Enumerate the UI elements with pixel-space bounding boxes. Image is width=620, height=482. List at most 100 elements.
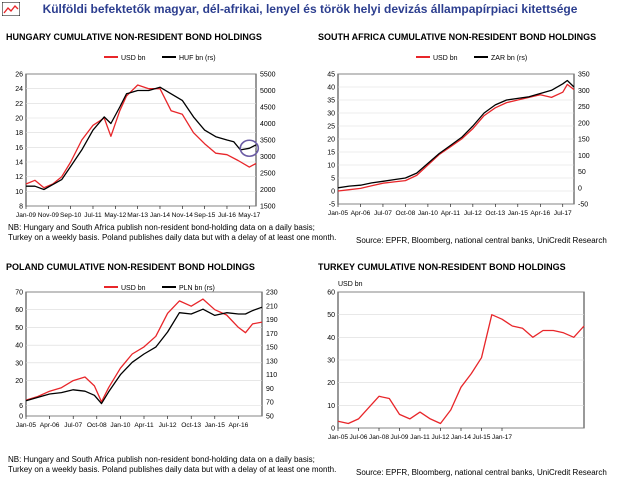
south-africa-series-usd-line [337, 83, 575, 192]
turkey-x-tick-label: Jan-11 [410, 434, 430, 441]
turkey-x-tick-label: Jul-06 [350, 434, 368, 441]
hungary-x-tick-label: Jan-09 [16, 212, 36, 219]
source-bottom: Source: EPFR, Bloomberg, national centra… [356, 468, 607, 477]
south-africa-y2-tick-label: 50 [578, 169, 586, 176]
south-africa-x-tick-label: Jul-07 [374, 210, 392, 217]
poland-chart-title: POLAND CUMULATIVE NON-RESIDENT BOND HOLD… [6, 262, 255, 272]
turkey-series-usd-line [337, 314, 585, 425]
hungary-x-tick-label: Jul-11 [84, 212, 102, 219]
hungary-x-tick-label: May-17 [238, 212, 260, 219]
hungary-plot-frame [25, 73, 257, 207]
poland-y2-tick-label: 90 [266, 386, 274, 393]
hungary-y-tick-label: 18 [15, 130, 23, 137]
poland-y2-tick-label: 190 [266, 317, 278, 324]
south-africa-y-tick-label: 45 [327, 72, 335, 79]
south-africa-x-tick-label: Jan-05 [328, 210, 348, 217]
poland-x-tick-label: Apr-06 [40, 422, 60, 429]
turkey-x-tick-label: Jul-12 [432, 434, 450, 441]
poland-y2-tick-label: 170 [266, 331, 278, 338]
hungary-y2-tick-label: 4500 [260, 105, 276, 112]
poland-x-tick-label: Apr-11 [134, 422, 154, 429]
south-africa-chart: SOUTH AFRICA CUMULATIVE NON-RESIDENT BON… [318, 32, 596, 217]
poland-x-tick-label: Apr-16 [229, 422, 249, 429]
hungary-legend-label: HUF bn (rs) [179, 55, 216, 62]
south-africa-y2-tick-label: 200 [578, 120, 590, 127]
south-africa-x-tick-label: Jan-15 [508, 210, 528, 217]
footnote-top-line-1: NB: Hungary and South Africa publish non… [8, 223, 315, 232]
hungary-x-tick-label: Nov-09 [38, 212, 60, 219]
poland-y-tick-label: 30 [15, 360, 23, 367]
hungary-y-tick-label: 26 [15, 72, 23, 79]
hungary-legend-label: USD bn [121, 55, 146, 62]
turkey-y-tick-label: 10 [327, 403, 335, 410]
south-africa-x-tick-label: Apr-16 [530, 210, 550, 217]
hungary-y2-tick-label: 2500 [260, 171, 276, 178]
hungary-y2-tick-label: 2000 [260, 187, 276, 194]
poland-chart: POLAND CUMULATIVE NON-RESIDENT BOND HOLD… [6, 262, 278, 429]
poland-y2-tick-label: 50 [266, 414, 274, 421]
turkey-x-tick-label: Jan-14 [451, 434, 471, 441]
south-africa-y2-tick-label: 100 [578, 153, 590, 160]
poland-y-tick-label: 0 [19, 414, 23, 421]
poland-y2-tick-label: 150 [266, 345, 278, 352]
turkey-y-unit-label: USD bn [338, 281, 363, 288]
footnote-top-line-2: Turkey on a weekly basis. Poland publish… [8, 233, 337, 242]
poland-y2-tick-label: 70 [266, 400, 274, 407]
hungary-x-tick-label: Sep-15 [194, 212, 216, 219]
poland-x-tick-label: Oct-13 [181, 422, 201, 429]
poland-y-tick-label: 70 [15, 290, 23, 297]
south-africa-legend-label: ZAR bn (rs) [491, 55, 527, 62]
hungary-chart-title: HUNGARY CUMULATIVE NON-RESIDENT BOND HOL… [6, 32, 262, 42]
south-africa-x-tick-label: Oct-08 [396, 210, 416, 217]
hungary-series-usd-line [25, 84, 257, 189]
turkey-y-tick-label: 60 [327, 290, 335, 297]
south-africa-series-local-line [337, 79, 575, 189]
south-africa-y2-tick-label: 0 [578, 185, 582, 192]
turkey-x-tick-label: Jul-15 [473, 434, 491, 441]
hungary-y2-tick-label: 5500 [260, 72, 276, 79]
hungary-x-tick-label: Jul-16 [218, 212, 236, 219]
turkey-y-tick-label: 0 [331, 426, 335, 433]
poland-series-local-line [25, 306, 263, 405]
south-africa-y-tick-label: 40 [327, 85, 335, 92]
south-africa-x-tick-label: Apr-11 [441, 210, 461, 217]
poland-y-tick-label: 6 [19, 403, 23, 410]
hungary-y-tick-label: 14 [15, 160, 23, 167]
hungary-chart: HUNGARY CUMULATIVE NON-RESIDENT BOND HOL… [6, 32, 276, 219]
south-africa-y-tick-label: 30 [327, 111, 335, 118]
south-africa-y2-tick-label: 250 [578, 104, 590, 111]
south-africa-x-tick-label: Oct-13 [485, 210, 505, 217]
page-title: Külföldi befektetők magyar, dél-afrikai,… [42, 2, 578, 16]
footnote-bottom-line-2: Turkey on a weekly basis. Poland publish… [8, 465, 337, 474]
turkey-y-tick-label: 20 [327, 380, 335, 387]
hungary-y-tick-label: 12 [15, 174, 23, 181]
footnote-bottom-line-1: NB: Hungary and South Africa publish non… [8, 455, 315, 464]
turkey-y-tick-label: 50 [327, 312, 335, 319]
turkey-chart-title: TURKEY CUMULATIVE NON-RESIDENT BOND HOLD… [318, 262, 566, 272]
poland-y2-tick-label: 210 [266, 303, 278, 310]
south-africa-y-tick-label: 15 [327, 150, 335, 157]
hungary-y2-tick-label: 5000 [260, 88, 276, 95]
hungary-x-tick-label: May-12 [104, 212, 126, 219]
turkey-y-tick-label: 40 [327, 335, 335, 342]
turkey-x-tick-label: Jan-17 [492, 434, 512, 441]
unicredit-logo-icon [2, 2, 20, 16]
south-africa-x-tick-label: Apr-06 [351, 210, 371, 217]
turkey-x-tick-label: Jan-05 [328, 434, 348, 441]
hungary-y2-tick-label: 3500 [260, 138, 276, 145]
poland-y2-tick-label: 230 [266, 290, 278, 297]
poland-x-tick-label: Oct-08 [87, 422, 107, 429]
poland-y2-tick-label: 110 [266, 372, 277, 379]
hungary-x-tick-label: Mar-13 [127, 212, 148, 219]
south-africa-y2-tick-label: 300 [578, 88, 590, 95]
south-africa-x-tick-label: Jul-17 [554, 210, 572, 217]
hungary-x-tick-label: Jan-14 [150, 212, 170, 219]
south-africa-y2-tick-label: -50 [578, 202, 588, 209]
turkey-chart: TURKEY CUMULATIVE NON-RESIDENT BOND HOLD… [318, 262, 585, 441]
south-africa-y-tick-label: 25 [327, 124, 335, 131]
turkey-y-tick-label: 30 [327, 358, 335, 365]
hungary-x-tick-label: Nov-14 [172, 212, 194, 219]
south-africa-y-tick-label: -5 [329, 202, 335, 209]
hungary-y-tick-label: 24 [15, 86, 23, 93]
footnote-top: NB: Hungary and South Africa publish non… [8, 223, 336, 243]
